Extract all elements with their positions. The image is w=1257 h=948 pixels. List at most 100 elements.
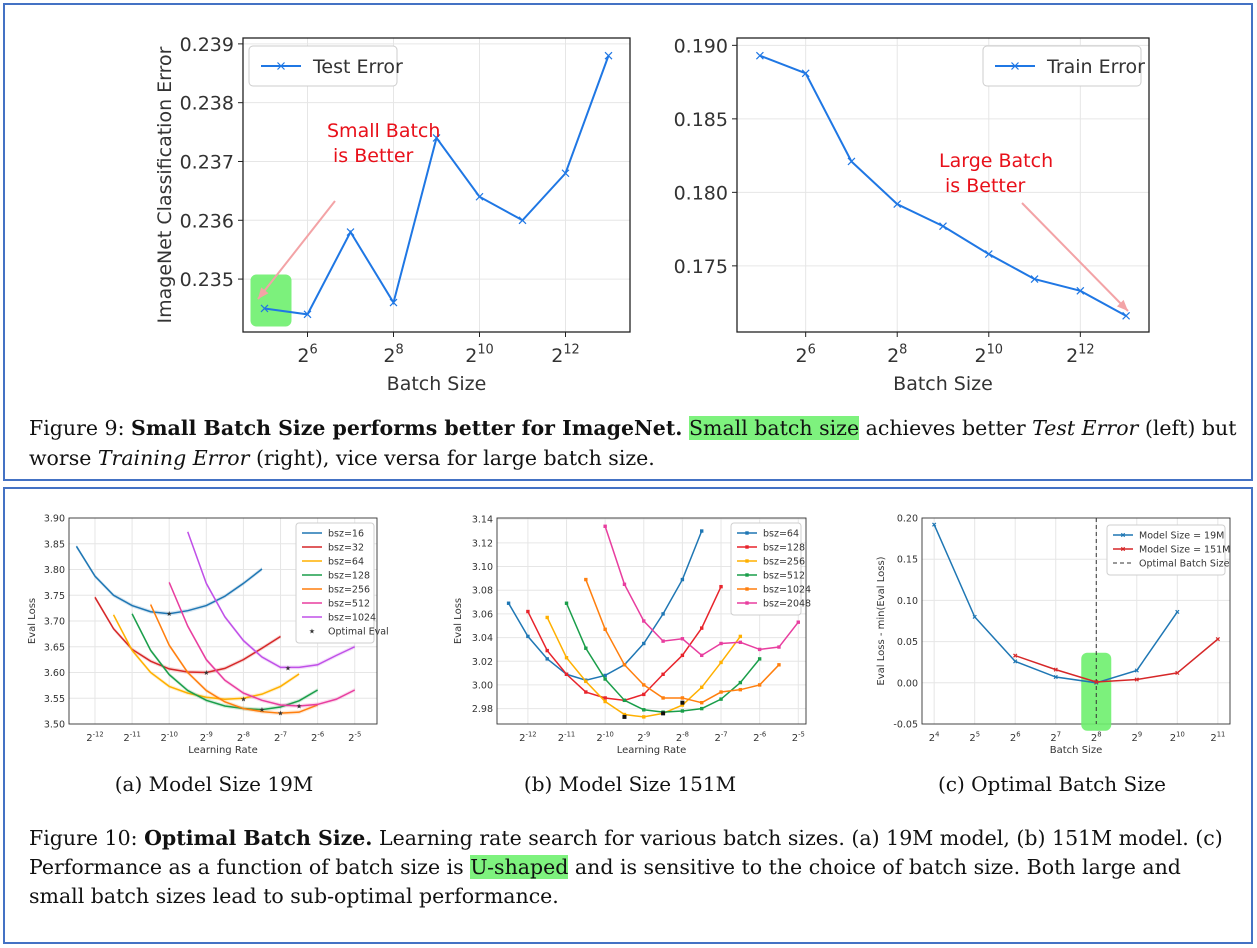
y-tick-label: 0.185 bbox=[674, 109, 728, 131]
y-tick-label: 3.10 bbox=[472, 562, 493, 573]
y-tick-label: 0.236 bbox=[180, 210, 234, 232]
plot-frame bbox=[68, 517, 378, 725]
x-tick-label: 28 bbox=[383, 342, 403, 367]
x-tick-label: 210 bbox=[1170, 731, 1185, 745]
y-tick-label: 3.50 bbox=[44, 720, 65, 731]
legend-label: bsz=64 bbox=[328, 557, 364, 568]
data-point bbox=[584, 690, 588, 694]
x-tick-label: 2-11 bbox=[123, 731, 140, 745]
subcaption-b: (b) Model Size 151M bbox=[523, 772, 737, 796]
data-point bbox=[755, 51, 764, 60]
legend-label: bsz=512 bbox=[763, 571, 805, 582]
legend-label: bsz=32 bbox=[328, 543, 364, 554]
data-point bbox=[661, 696, 665, 700]
data-point bbox=[796, 620, 800, 624]
optimal-eval-star: ★ bbox=[240, 696, 246, 704]
data-point bbox=[642, 715, 646, 719]
y-tick-label: 3.85 bbox=[44, 539, 65, 550]
subcaption-c: (c) Optimal Batch Size bbox=[937, 772, 1166, 796]
data-point bbox=[303, 310, 312, 319]
data-point bbox=[700, 706, 704, 711]
optimal-batch-chart: -0.05 0.00 0.05 0.10 0.15 0.20 24 25 26 27 28 29 210… bbox=[876, 514, 1231, 756]
optimal-eval-star: ★ bbox=[259, 706, 265, 714]
x-tick-label: 2-7 bbox=[714, 731, 727, 745]
legend-label: Optimal Batch Size bbox=[1139, 559, 1230, 570]
x-tick-label: 26 bbox=[1010, 731, 1021, 745]
data-point bbox=[389, 298, 398, 307]
y-tick-label: 3.60 bbox=[44, 668, 65, 679]
data-point bbox=[719, 660, 723, 665]
optimal-eval-star: ★ bbox=[285, 665, 291, 673]
data-point bbox=[738, 634, 743, 639]
y-tick-label: 0.05 bbox=[897, 637, 918, 648]
figure-9-caption: Figure 9: Small Batch Size performs bett… bbox=[29, 413, 1239, 473]
series-line bbox=[187, 531, 356, 669]
data-point bbox=[932, 522, 937, 527]
y-tick-label: 3.80 bbox=[44, 565, 65, 576]
y-tick-label: 3.90 bbox=[44, 514, 65, 525]
x-axis-label: Batch Size bbox=[387, 373, 487, 395]
data-point bbox=[584, 577, 588, 582]
legend-marker bbox=[1011, 62, 1019, 70]
data-point bbox=[661, 639, 665, 643]
highlight-box bbox=[250, 274, 292, 327]
data-point bbox=[564, 672, 569, 676]
legend-marker bbox=[277, 62, 285, 70]
data-point bbox=[719, 690, 723, 694]
caption-text: (right), vice versa for large batch size… bbox=[249, 446, 655, 470]
legend-marker bbox=[745, 601, 749, 605]
data-point bbox=[604, 51, 613, 60]
data-point bbox=[1013, 653, 1018, 658]
x-tick-label: 28 bbox=[887, 342, 907, 367]
y-tick-label: 0.237 bbox=[180, 151, 234, 173]
caption-text: (left) but worse bbox=[29, 416, 1237, 470]
data-point bbox=[622, 663, 627, 667]
caption-text: Learning rate search for various batch s… bbox=[29, 826, 1223, 879]
data-point bbox=[757, 683, 762, 687]
data-point bbox=[893, 200, 902, 209]
legend-label: Optimal Eval bbox=[328, 627, 389, 638]
optimal-point bbox=[622, 714, 627, 719]
data-point bbox=[584, 679, 588, 684]
data-point bbox=[700, 653, 704, 658]
data-point bbox=[545, 615, 549, 620]
legend-box bbox=[295, 522, 375, 644]
caption-prefix: Figure 10: bbox=[29, 826, 145, 850]
series-line bbox=[759, 54, 1127, 317]
data-point bbox=[700, 626, 704, 630]
data-point bbox=[700, 529, 704, 533]
x-tick-label: 2-10 bbox=[160, 731, 177, 745]
annotation-arrowhead bbox=[258, 287, 269, 299]
data-point bbox=[603, 673, 607, 678]
optimal-eval-star: ★ bbox=[203, 669, 209, 677]
figure-10-panel: 3.50 3.55 3.60 3.65 3.70 3.75 3.80 3.85 3.90 2-12… bbox=[3, 487, 1253, 944]
y-tick-label: 0.20 bbox=[897, 514, 918, 525]
data-point bbox=[680, 577, 685, 582]
legend-label: bsz=256 bbox=[763, 557, 805, 568]
y-tick-label: 3.02 bbox=[472, 657, 493, 668]
legend-marker bbox=[1120, 532, 1126, 538]
optimal-eval-star: ★ bbox=[277, 709, 283, 717]
legend-marker bbox=[745, 573, 749, 577]
caption-highlight: U-shaped bbox=[470, 855, 569, 879]
data-point bbox=[603, 524, 607, 528]
data-point bbox=[757, 657, 762, 661]
series-line bbox=[1014, 638, 1219, 683]
x-tick-label: 2-6 bbox=[753, 731, 766, 745]
data-point bbox=[642, 641, 646, 646]
data-point bbox=[526, 634, 530, 639]
data-point bbox=[1175, 609, 1180, 615]
data-point bbox=[719, 641, 723, 646]
data-point bbox=[432, 134, 441, 142]
caption-text: and is sensitive to the choice of batch … bbox=[29, 855, 1181, 908]
data-point bbox=[642, 708, 646, 712]
data-point bbox=[1076, 286, 1085, 295]
data-point bbox=[564, 601, 569, 605]
data-point bbox=[642, 683, 646, 687]
optimal-point bbox=[680, 700, 685, 705]
legend-box bbox=[248, 45, 398, 87]
legend-marker bbox=[745, 545, 749, 549]
annotation-line2: is Better bbox=[945, 175, 1026, 197]
caption-italic: Test Error bbox=[1032, 416, 1139, 440]
x-tick-label: 210 bbox=[975, 342, 1004, 367]
